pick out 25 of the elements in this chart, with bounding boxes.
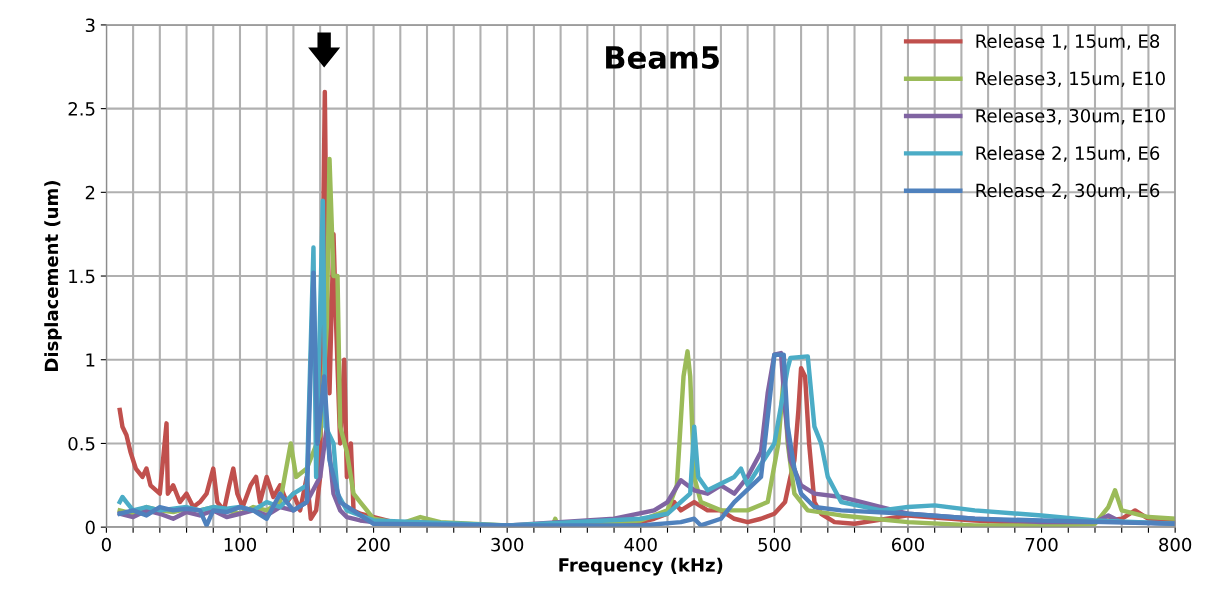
x-tick-label: 700 [1025, 537, 1058, 552]
x-tick-label: 800 [1159, 537, 1192, 552]
x-tick-label: 100 [224, 537, 257, 552]
line-series [117, 270, 1176, 528]
y-tick-label: 2.5 [68, 102, 95, 116]
y-axis-title: Displacement (um) [44, 181, 62, 371]
legend-label: Release 2, 15um, E6 [976, 145, 1160, 162]
x-tick-label: 200 [357, 537, 390, 552]
x-tick-label: 0 [101, 537, 111, 552]
x-tick-label: 600 [891, 537, 924, 552]
legend-label: Release 1, 15um, E8 [976, 33, 1160, 50]
x-tick-label: 500 [758, 537, 791, 552]
x-tick-label: 300 [491, 537, 524, 552]
legend-label: Release3, 30um, E10 [976, 108, 1165, 125]
y-tick-label: 2 [85, 185, 95, 200]
y-tick-label: 0.5 [68, 436, 95, 451]
text: Beam5 [606, 46, 719, 69]
y-tick-label: 0 [85, 520, 95, 535]
y-tick-label: 1 [86, 353, 95, 367]
legend-label: Release 2, 30um, E6 [976, 183, 1160, 200]
x-axis-title: Frequency (kHz) [559, 557, 723, 576]
y-tick-label: 1.5 [69, 269, 95, 284]
legend-label: Release3, 15um, E10 [976, 71, 1165, 88]
x-tick-label: 400 [624, 537, 657, 552]
y-tick-label: 3 [85, 18, 95, 33]
